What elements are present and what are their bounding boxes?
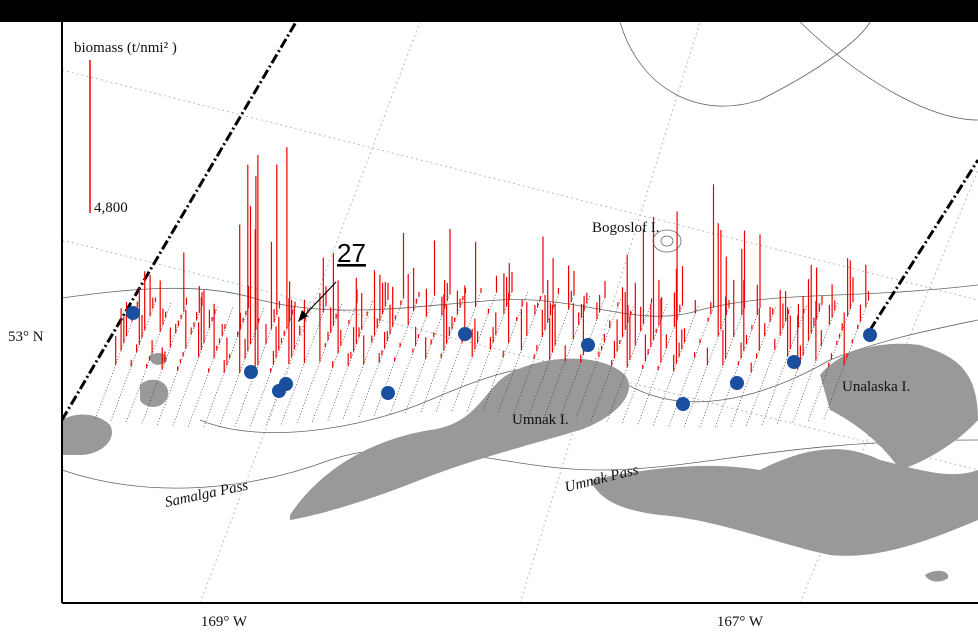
station [787, 355, 801, 369]
bottom-margin [0, 603, 978, 633]
transect-line [203, 307, 249, 429]
transect-line [575, 299, 621, 420]
transect-line [172, 306, 218, 427]
transect-line [668, 307, 714, 428]
biomass-bars [94, 147, 870, 429]
left-margin [0, 22, 62, 603]
station [581, 338, 595, 352]
transect-line [652, 306, 699, 427]
transect-line [482, 292, 528, 413]
transect-line [699, 307, 745, 429]
bogoslof-label: Bogoslof I. [592, 220, 660, 236]
transect-line [141, 304, 187, 425]
transect-line [730, 307, 776, 428]
station [244, 365, 258, 379]
transect-line [327, 301, 373, 422]
lon-label: 169° W [201, 614, 248, 630]
legend-title: biomass (t/nmi² ) [74, 40, 177, 56]
arrow-head [298, 310, 308, 322]
stations [126, 306, 877, 411]
unalaska-label: Unalaska I. [842, 379, 910, 395]
station [458, 327, 472, 341]
transect-line [94, 299, 141, 421]
lat-label: 53° N [8, 329, 44, 345]
transect-line [373, 296, 420, 417]
transect-label: 27 [337, 238, 366, 268]
station [126, 306, 140, 320]
legend-scale-label: 4,800 [94, 200, 128, 216]
transect-line [265, 306, 311, 427]
station [381, 386, 395, 400]
transect-line [125, 302, 172, 424]
station [279, 377, 293, 391]
survey-boundaries [60, 21, 978, 421]
station [730, 376, 744, 390]
umnak-label: Umnak I. [512, 412, 569, 428]
arrow [301, 281, 337, 319]
transect-line [187, 307, 234, 428]
lon-label: 167° W [717, 614, 764, 630]
transect-line [156, 305, 203, 426]
transect-line [435, 292, 482, 413]
transect-line [528, 294, 575, 416]
transect-line [280, 305, 327, 426]
transect-line [807, 301, 854, 422]
graticule [61, 21, 978, 604]
station [676, 397, 690, 411]
transect-line [110, 301, 156, 422]
station [863, 328, 877, 342]
